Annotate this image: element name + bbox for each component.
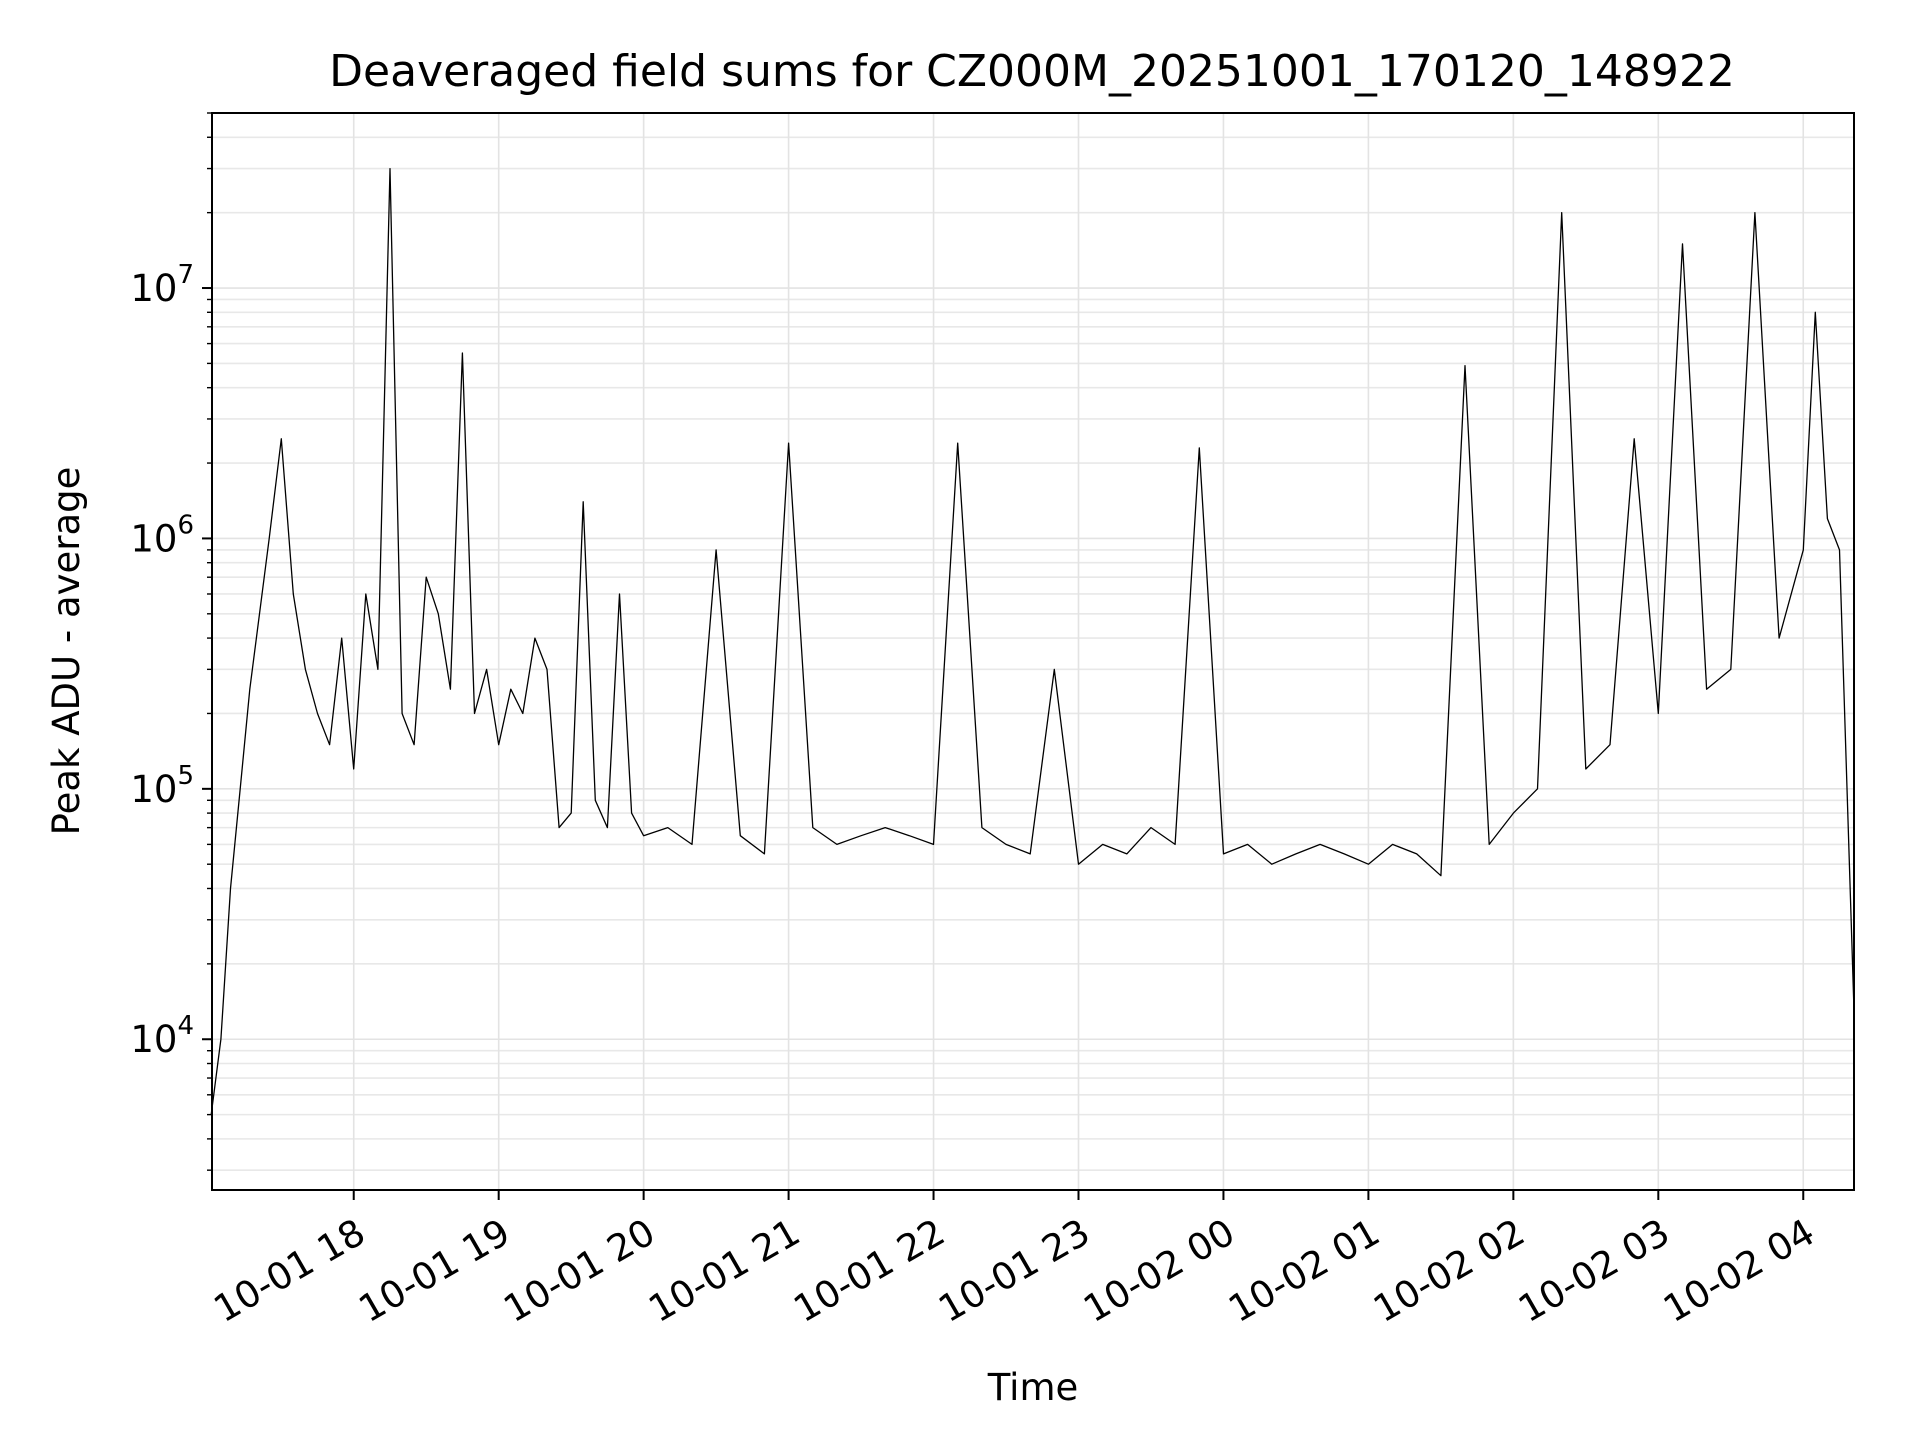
plot-frame [211,112,1855,1191]
x-axis-label: Time [987,1366,1079,1409]
y-tick-mantissa: 10 [130,517,177,560]
y-tick-mantissa: 10 [130,267,177,310]
series-line [210,167,1855,1115]
y-tick-exponent: 7 [177,260,194,290]
y-tick-label: 107 [130,260,194,310]
major-grid [212,113,1854,1190]
y-axis-label: Peak ADU - average [45,467,88,836]
y-tick-mantissa: 10 [130,1018,177,1061]
y-tick-label: 105 [130,761,194,811]
y-tick-mantissa: 10 [130,768,177,811]
chart-title: Deaveraged field sums for CZ000M_2025100… [329,46,1735,97]
y-tick-label: 104 [130,1011,194,1061]
y-tick-exponent: 5 [177,761,194,791]
y-tick-exponent: 4 [177,1011,194,1041]
y-tick-label: 106 [130,510,194,560]
y-tick-exponent: 6 [177,510,194,540]
